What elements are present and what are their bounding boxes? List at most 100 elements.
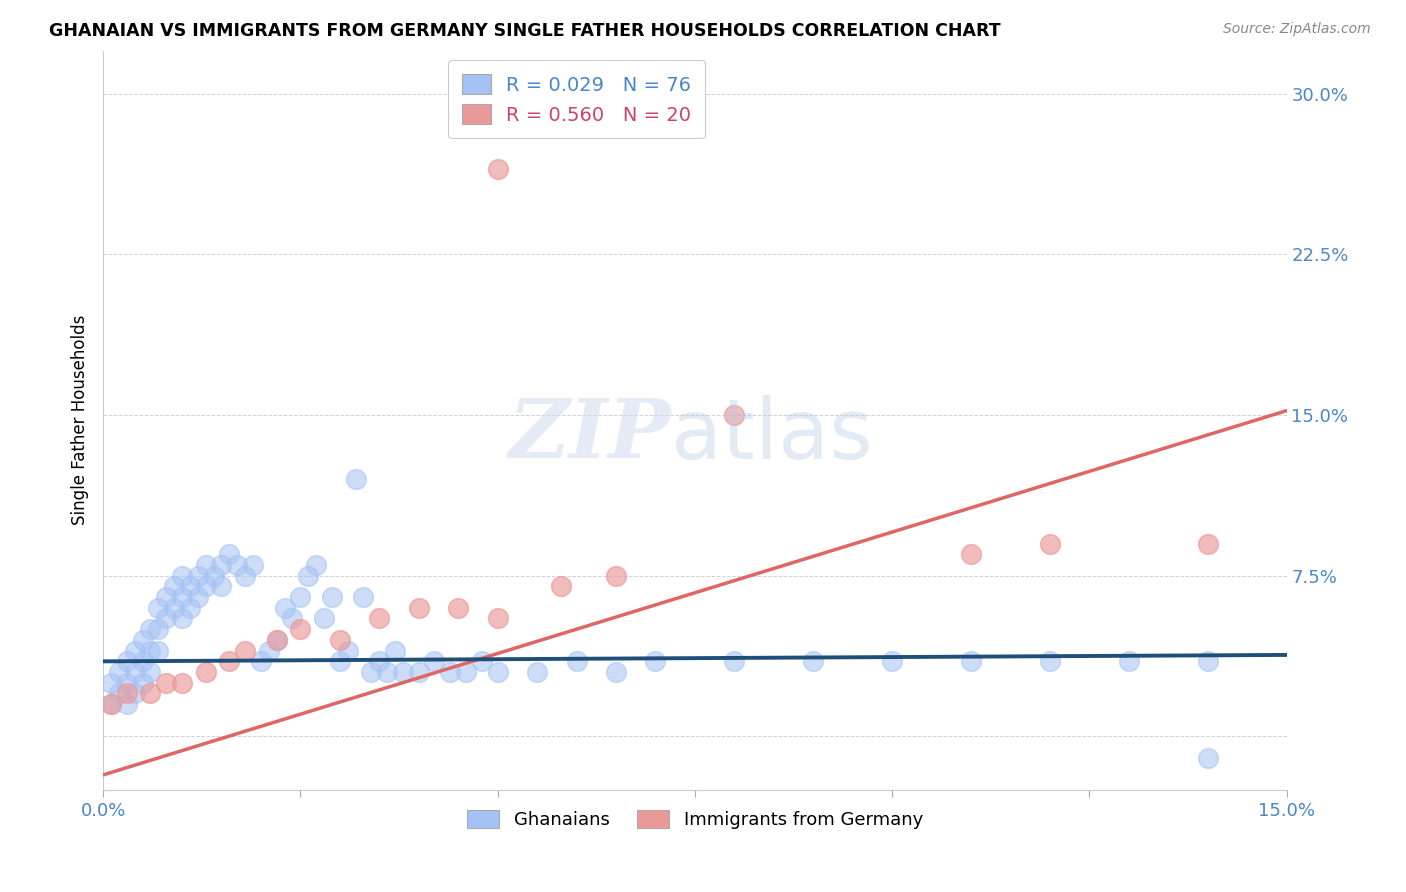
Point: [242, 558, 264, 572]
Point: [1197, 654, 1219, 668]
Point: [131, 632, 153, 647]
Point: [100, 697, 122, 711]
Point: [108, 665, 131, 679]
Point: [194, 665, 217, 679]
Point: [163, 579, 186, 593]
Point: [368, 611, 391, 625]
Point: [550, 579, 572, 593]
Point: [187, 590, 209, 604]
Point: [605, 665, 627, 679]
Point: [108, 686, 131, 700]
Point: [360, 665, 382, 679]
Point: [266, 632, 288, 647]
Point: [194, 579, 217, 593]
Point: [408, 665, 430, 679]
Point: [447, 600, 470, 615]
Point: [960, 547, 983, 561]
Point: [321, 590, 343, 604]
Point: [226, 558, 249, 572]
Point: [100, 675, 122, 690]
Point: [131, 654, 153, 668]
Point: [170, 675, 193, 690]
Point: [155, 611, 177, 625]
Point: [250, 654, 273, 668]
Point: [329, 632, 352, 647]
Point: [486, 665, 509, 679]
Point: [454, 665, 477, 679]
Point: [124, 643, 146, 657]
Point: [305, 558, 328, 572]
Point: [408, 600, 430, 615]
Point: [723, 408, 745, 422]
Point: [124, 686, 146, 700]
Point: [155, 590, 177, 604]
Legend: Ghanaians, Immigrants from Germany: Ghanaians, Immigrants from Germany: [460, 803, 931, 837]
Point: [148, 600, 170, 615]
Point: [423, 654, 446, 668]
Point: [1118, 654, 1140, 668]
Point: [375, 665, 398, 679]
Point: [960, 654, 983, 668]
Point: [801, 654, 824, 668]
Point: [124, 665, 146, 679]
Point: [353, 590, 375, 604]
Point: [329, 654, 352, 668]
Point: [368, 654, 391, 668]
Point: [565, 654, 588, 668]
Point: [1039, 654, 1062, 668]
Point: [115, 697, 138, 711]
Point: [131, 675, 153, 690]
Point: [100, 697, 122, 711]
Point: [163, 600, 186, 615]
Point: [605, 568, 627, 582]
Point: [392, 665, 415, 679]
Point: [290, 590, 312, 604]
Point: [194, 558, 217, 572]
Point: [233, 568, 256, 582]
Point: [218, 654, 240, 668]
Point: [1197, 536, 1219, 550]
Y-axis label: Single Father Households: Single Father Households: [72, 315, 89, 525]
Point: [297, 568, 319, 582]
Point: [211, 579, 233, 593]
Point: [526, 665, 548, 679]
Point: [170, 590, 193, 604]
Point: [187, 568, 209, 582]
Point: [439, 665, 461, 679]
Point: [471, 654, 494, 668]
Point: [211, 558, 233, 572]
Point: [1197, 751, 1219, 765]
Point: [115, 654, 138, 668]
Point: [115, 686, 138, 700]
Point: [281, 611, 304, 625]
Point: [336, 643, 359, 657]
Point: [486, 611, 509, 625]
Point: [266, 632, 288, 647]
Point: [273, 600, 295, 615]
Point: [880, 654, 903, 668]
Point: [148, 622, 170, 636]
Point: [115, 675, 138, 690]
Point: [155, 675, 177, 690]
Point: [1039, 536, 1062, 550]
Point: [179, 579, 201, 593]
Point: [384, 643, 406, 657]
Point: [344, 472, 367, 486]
Point: [486, 161, 509, 176]
Point: [179, 600, 201, 615]
Point: [139, 622, 162, 636]
Text: Source: ZipAtlas.com: Source: ZipAtlas.com: [1223, 22, 1371, 37]
Point: [312, 611, 335, 625]
Text: ZIP: ZIP: [509, 395, 671, 475]
Point: [139, 643, 162, 657]
Point: [218, 547, 240, 561]
Point: [723, 654, 745, 668]
Point: [139, 686, 162, 700]
Point: [644, 654, 666, 668]
Point: [170, 611, 193, 625]
Text: atlas: atlas: [671, 394, 873, 475]
Point: [170, 568, 193, 582]
Point: [202, 568, 225, 582]
Point: [233, 643, 256, 657]
Point: [257, 643, 280, 657]
